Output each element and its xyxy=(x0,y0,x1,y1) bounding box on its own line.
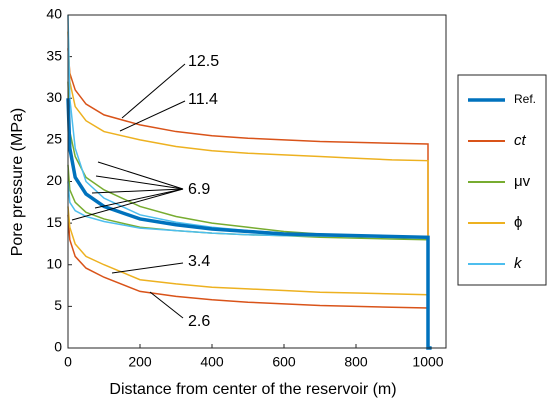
y-tick-label: 30 xyxy=(46,89,62,105)
leader-line xyxy=(111,262,184,274)
x-tick-label: 800 xyxy=(344,354,368,370)
legend-label: ϕ xyxy=(514,214,522,231)
leader-line xyxy=(94,188,184,209)
leader-line xyxy=(149,291,184,319)
y-axis-label: Pore pressure (MPa) xyxy=(9,108,26,257)
plot-area xyxy=(68,15,446,348)
leader-line xyxy=(95,175,184,190)
legend-box xyxy=(457,74,547,286)
annotation: 2.6 xyxy=(188,313,210,330)
y-tick-label: 20 xyxy=(46,172,62,188)
y-tick-label: 25 xyxy=(46,131,62,147)
legend-label: μv xyxy=(514,173,531,190)
annotation: 12.5 xyxy=(188,53,219,70)
leader-line xyxy=(91,188,184,194)
series-line xyxy=(67,206,432,349)
axes-box xyxy=(67,14,447,349)
annotation: 3.4 xyxy=(188,253,210,270)
series-line xyxy=(67,214,432,349)
y-tick-label: 0 xyxy=(54,339,62,355)
y-tick-label: 35 xyxy=(46,47,62,63)
y-tick-label: 15 xyxy=(46,214,62,230)
x-tick-label: 1000 xyxy=(412,354,443,370)
x-axis-label: Distance from center of the reservoir (m… xyxy=(109,381,396,398)
annotation: 11.4 xyxy=(188,91,218,108)
series-line xyxy=(67,48,432,349)
legend-label: Ref. xyxy=(514,92,536,106)
leader-line xyxy=(119,100,186,132)
y-tick-label: 10 xyxy=(46,255,62,271)
series-line xyxy=(66,98,432,350)
x-tick-label: 0 xyxy=(64,354,72,370)
leader-line xyxy=(71,188,184,221)
x-tick-label: 400 xyxy=(200,354,224,370)
y-tick-label: 5 xyxy=(54,297,62,313)
legend-label: ct xyxy=(514,132,527,149)
x-tick-label: 200 xyxy=(128,354,152,370)
leader-line xyxy=(121,63,186,119)
legend-label: k xyxy=(514,255,523,272)
leader-line xyxy=(97,161,184,190)
x-tick-label: 600 xyxy=(272,354,296,370)
annotation: 6.9 xyxy=(188,181,210,198)
series-line xyxy=(67,31,432,349)
y-tick-label: 40 xyxy=(46,6,62,22)
